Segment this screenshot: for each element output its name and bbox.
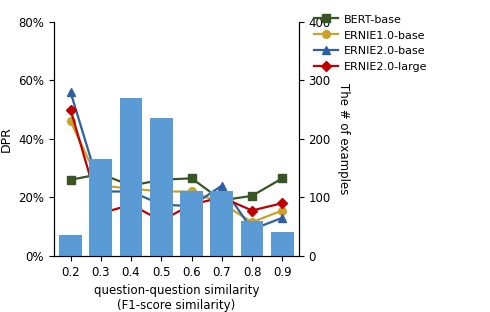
ERNIE2.0-large <box>279 201 285 205</box>
ERNIE2.0-base <box>249 228 255 232</box>
BERT-base <box>158 178 164 182</box>
BERT-base <box>128 184 134 188</box>
BERT-base <box>189 177 195 180</box>
ERNIE2.0-base <box>219 184 225 188</box>
Line: ERNIE2.0-base: ERNIE2.0-base <box>67 88 286 233</box>
Bar <box>271 232 294 256</box>
ERNIE1.0-base <box>249 220 255 224</box>
BERT-base <box>249 194 255 198</box>
ERNIE2.0-large <box>189 203 195 207</box>
BERT-base <box>68 178 74 182</box>
BERT-base <box>279 177 285 180</box>
ERNIE2.0-large <box>68 108 74 111</box>
ERNIE2.0-large <box>128 203 134 207</box>
Bar <box>241 221 263 256</box>
ERNIE2.0-large <box>98 212 104 215</box>
ERNIE2.0-base <box>128 190 134 193</box>
BERT-base <box>98 172 104 176</box>
ERNIE1.0-base <box>158 190 164 193</box>
ERNIE1.0-base <box>98 184 104 188</box>
BERT-base <box>219 198 225 202</box>
ERNIE2.0-base <box>68 90 74 94</box>
X-axis label: question-question similarity
(F1-score similarity): question-question similarity (F1-score s… <box>94 284 259 312</box>
ERNIE1.0-base <box>128 187 134 190</box>
Y-axis label: DPR: DPR <box>0 126 13 152</box>
Bar <box>210 192 233 256</box>
Bar <box>90 159 112 256</box>
Legend: BERT-base, ERNIE1.0-base, ERNIE2.0-base, ERNIE2.0-large: BERT-base, ERNIE1.0-base, ERNIE2.0-base,… <box>312 12 430 74</box>
ERNIE2.0-base <box>158 203 164 207</box>
ERNIE1.0-base <box>279 209 285 212</box>
ERNIE2.0-large <box>219 195 225 199</box>
ERNIE1.0-base <box>189 190 195 193</box>
ERNIE2.0-large <box>249 209 255 212</box>
Line: BERT-base: BERT-base <box>67 170 286 204</box>
Y-axis label: The # of examples: The # of examples <box>337 83 350 194</box>
ERNIE1.0-base <box>219 201 225 205</box>
ERNIE1.0-base <box>68 119 74 123</box>
Bar <box>180 192 203 256</box>
ERNIE2.0-base <box>279 216 285 220</box>
Bar <box>59 235 82 256</box>
Bar <box>120 98 143 256</box>
ERNIE2.0-base <box>189 204 195 208</box>
Line: ERNIE1.0-base: ERNIE1.0-base <box>67 118 286 226</box>
Line: ERNIE2.0-large: ERNIE2.0-large <box>67 106 286 225</box>
Bar <box>150 118 172 256</box>
ERNIE2.0-base <box>98 190 104 193</box>
ERNIE2.0-large <box>158 219 164 223</box>
